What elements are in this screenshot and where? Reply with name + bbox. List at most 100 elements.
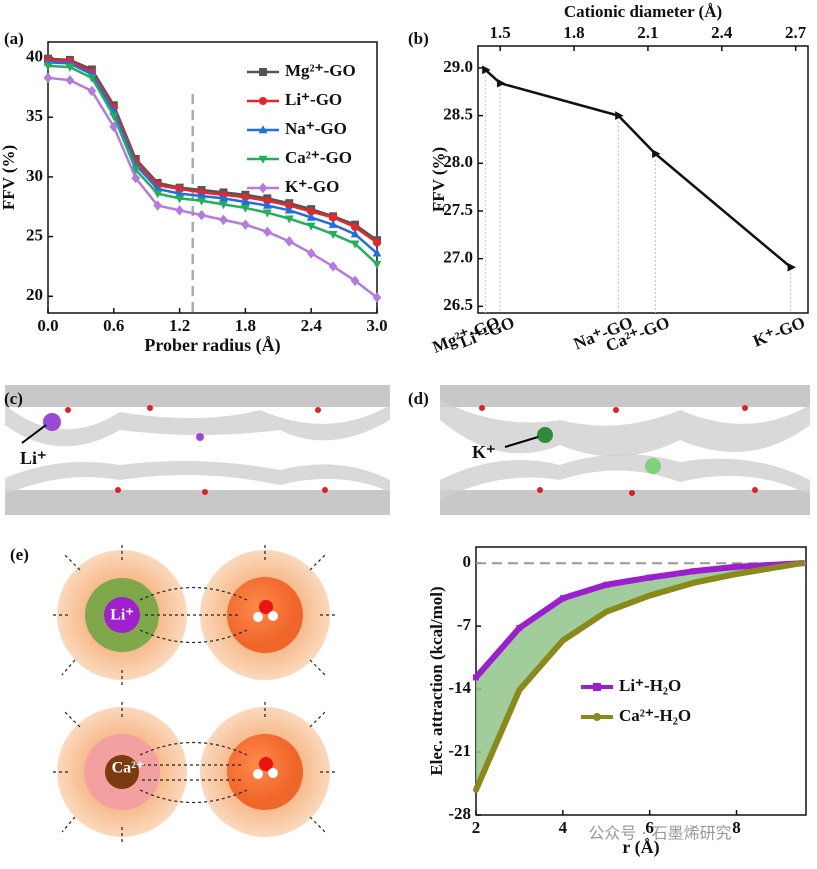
marker: [473, 674, 479, 681]
panel-label: (b): [408, 29, 429, 48]
marker: [197, 197, 206, 206]
marker: [262, 200, 272, 209]
series-line: [47, 61, 378, 255]
legend-marker: [259, 68, 267, 76]
y-tick-label: 20: [26, 285, 43, 304]
y-tick-label: 26.5: [443, 295, 473, 314]
marker: [219, 214, 228, 226]
legend-label: K⁺-GO: [285, 177, 339, 196]
marker: [175, 205, 184, 216]
marker: [373, 238, 381, 247]
y-axis-title: FFV (%): [429, 147, 448, 212]
fill-between: [476, 563, 802, 790]
marker: [109, 112, 119, 121]
legend-marker: [259, 97, 267, 105]
x-tick-label: 2.1: [637, 23, 658, 42]
marker: [87, 85, 97, 97]
marker: [350, 240, 360, 249]
y-tick-label: 28.0: [443, 152, 473, 171]
x-category-label: K⁺-GO: [750, 313, 807, 351]
marker: [262, 209, 272, 218]
x-tick-label: 2.7: [785, 23, 807, 42]
marker: [350, 229, 360, 238]
marker: [473, 786, 479, 793]
ion-label: Li⁺: [20, 448, 47, 468]
marker: [131, 172, 141, 184]
panel-d-image: [440, 385, 810, 515]
y-tick-label: -7: [457, 615, 472, 634]
legend-label: Mg²⁺-GO: [285, 61, 356, 80]
marker: [153, 190, 163, 199]
marker: [329, 213, 338, 222]
series-line: [47, 64, 378, 265]
x-axis-title: r (Å): [622, 837, 659, 858]
marker: [559, 637, 566, 644]
plot-frame: [477, 45, 809, 314]
marker: [284, 205, 294, 214]
marker: [798, 560, 805, 567]
y-tick-label: 27.0: [443, 248, 473, 267]
marker: [690, 579, 697, 586]
marker: [65, 75, 75, 86]
marker: [109, 121, 119, 132]
marker: [787, 262, 796, 272]
x-tick-label: 2.4: [711, 23, 733, 42]
marker: [559, 595, 566, 602]
marker: [690, 568, 697, 575]
marker: [175, 188, 184, 197]
x-tick-label: 1.8: [563, 23, 584, 42]
x-tick-label: 1.8: [235, 316, 256, 335]
legend-marker: [258, 182, 268, 194]
marker: [241, 204, 250, 213]
y-tick-label: 0: [463, 552, 472, 571]
marker: [496, 78, 506, 88]
y-tick-label: -14: [448, 678, 471, 697]
legend-label: Ca²⁺-H₂O: [619, 706, 691, 725]
marker: [615, 111, 624, 121]
marker: [328, 219, 338, 228]
marker: [603, 608, 610, 615]
marker: [306, 248, 316, 259]
marker: [43, 72, 53, 84]
x-tick-label: 2: [472, 818, 481, 837]
marker: [372, 248, 382, 257]
marker: [306, 212, 316, 221]
marker: [219, 201, 228, 210]
marker: [733, 563, 740, 570]
legend-label: Ca²⁺-GO: [285, 148, 352, 167]
x-tick-label: 0.0: [37, 316, 58, 335]
ion-label: Li⁺: [110, 607, 134, 624]
x-tick-label: 3.0: [366, 316, 387, 335]
marker: [153, 200, 163, 211]
y-tick-label: 40: [26, 46, 43, 65]
marker: [241, 197, 250, 206]
legend-label: Li⁺-H₂O: [619, 676, 681, 695]
panel-label: (c): [4, 389, 23, 408]
panel-label: (a): [4, 29, 24, 48]
marker: [372, 292, 382, 303]
marker: [646, 592, 653, 599]
marker: [87, 74, 97, 83]
x-tick-label: 1.2: [169, 316, 190, 335]
series-line: [473, 560, 803, 792]
marker: [43, 62, 53, 71]
x-tick-label: 2.4: [301, 316, 323, 335]
y-tick-label: 30: [26, 166, 43, 185]
x-tick-label: 6: [645, 818, 654, 837]
marker: [652, 149, 661, 159]
marker: [482, 65, 491, 75]
marker: [516, 686, 523, 693]
marker: [262, 226, 272, 238]
series-line: [484, 68, 792, 269]
marker: [603, 581, 610, 588]
marker: [328, 261, 338, 272]
marker: [284, 215, 294, 224]
legend-marker: [593, 683, 601, 691]
y-axis-title: FFV (%): [0, 145, 18, 210]
y-tick-label: -28: [448, 804, 471, 823]
legend-marker: [258, 155, 268, 164]
marker: [351, 223, 360, 232]
panel-e-schematic: [52, 545, 336, 842]
marker: [350, 275, 360, 286]
legend-label: Li⁺-GO: [285, 90, 342, 109]
